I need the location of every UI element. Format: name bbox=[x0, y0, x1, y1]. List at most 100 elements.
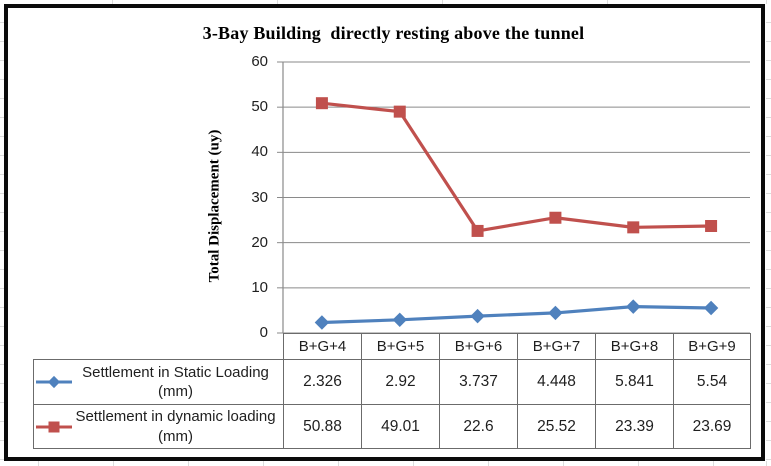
data-value-cell: 25.52 bbox=[517, 404, 596, 449]
diamond-legend-key-icon bbox=[36, 375, 72, 389]
cell-gridline bbox=[0, 193, 4, 194]
cell-gridline bbox=[188, 461, 189, 466]
cell-gridline bbox=[766, 174, 771, 175]
data-value-cell: 5.841 bbox=[595, 359, 674, 405]
cell-gridline bbox=[0, 98, 4, 99]
cell-gridline bbox=[0, 383, 4, 384]
series-name: Settlement in dynamic loading (mm) bbox=[75, 408, 276, 445]
cell-gridline bbox=[0, 174, 4, 175]
table-row: Settlement in dynamic loading (mm) 50.88 4… bbox=[33, 404, 751, 449]
diamond-marker-icon bbox=[470, 308, 485, 324]
cell-gridline bbox=[563, 461, 564, 466]
y-axis-title: Total Displacement (uy) bbox=[206, 129, 223, 283]
cell-gridline bbox=[0, 155, 4, 156]
cell-gridline bbox=[766, 212, 771, 213]
cell-gridline bbox=[766, 326, 771, 327]
cell-gridline bbox=[0, 402, 4, 403]
data-value-cell: 4.448 bbox=[517, 359, 596, 405]
cell-gridline bbox=[713, 461, 714, 466]
cell-gridline bbox=[38, 461, 39, 466]
diamond-marker-icon bbox=[703, 300, 719, 316]
cell-gridline bbox=[766, 250, 771, 251]
category-label: B+G+9 bbox=[673, 333, 751, 360]
category-label: B+G+8 bbox=[595, 333, 674, 360]
cell-gridline bbox=[766, 60, 771, 61]
y-axis-tick-label: 60 bbox=[251, 53, 268, 70]
diamond-marker-icon bbox=[392, 312, 407, 328]
cell-gridline bbox=[766, 155, 771, 156]
series-name: Settlement in Static Loading (mm) bbox=[82, 363, 269, 401]
diamond-marker-icon bbox=[314, 315, 330, 330]
chart-title: 3-Bay Building directly resting above th… bbox=[202, 23, 585, 43]
cell-gridline bbox=[338, 461, 339, 466]
cell-gridline bbox=[766, 307, 771, 308]
cell-gridline bbox=[0, 307, 4, 308]
cell-gridline bbox=[0, 421, 4, 422]
cell-gridline bbox=[0, 79, 4, 80]
diamond-marker-icon bbox=[548, 305, 563, 321]
cell-gridline bbox=[277, 0, 278, 4]
cell-gridline bbox=[766, 345, 771, 346]
cell-gridline bbox=[766, 269, 771, 270]
plot-area bbox=[277, 61, 750, 334]
data-value-cell: 2.326 bbox=[283, 359, 362, 405]
cell-gridline bbox=[0, 41, 4, 42]
cell-gridline bbox=[0, 60, 4, 61]
cell-gridline bbox=[766, 421, 771, 422]
cell-gridline bbox=[607, 0, 608, 4]
table-row: Settlement in Static Loading (mm) 2.326 2.… bbox=[33, 359, 751, 405]
cell-gridline bbox=[0, 269, 4, 270]
cell-gridline bbox=[0, 250, 4, 251]
legend-cell: Settlement in Static Loading (mm) bbox=[33, 359, 284, 405]
cell-gridline bbox=[766, 98, 771, 99]
cell-gridline bbox=[766, 117, 771, 118]
cell-gridline bbox=[0, 288, 4, 289]
cell-gridline bbox=[0, 345, 4, 346]
cell-gridline bbox=[488, 461, 489, 466]
y-axis-tick-label: 30 bbox=[251, 188, 268, 206]
cell-gridline bbox=[263, 461, 264, 466]
data-value-cell: 23.69 bbox=[673, 404, 751, 449]
cell-gridline bbox=[766, 22, 771, 23]
y-axis-tick-label: 50 bbox=[251, 98, 268, 116]
cell-gridline bbox=[0, 117, 4, 118]
diamond-marker-icon bbox=[626, 299, 641, 314]
cell-gridline bbox=[0, 364, 4, 365]
cell-gridline bbox=[0, 326, 4, 327]
data-value-cell: 2.92 bbox=[361, 359, 440, 405]
data-value-cell: 49.01 bbox=[361, 404, 440, 449]
square-marker-icon bbox=[315, 97, 328, 110]
data-value-cell: 5.54 bbox=[673, 359, 751, 405]
cell-gridline bbox=[766, 440, 771, 441]
cell-gridline bbox=[766, 193, 771, 194]
square-marker-icon bbox=[627, 221, 640, 234]
square-marker-icon bbox=[705, 220, 718, 233]
cell-gridline bbox=[0, 231, 4, 232]
square-legend-key-icon bbox=[36, 421, 72, 432]
cell-gridline bbox=[113, 461, 114, 466]
y-axis-tick-label: 10 bbox=[251, 278, 268, 296]
table-corner-blank bbox=[34, 334, 284, 360]
square-marker-icon bbox=[393, 105, 406, 118]
cell-gridline bbox=[0, 459, 4, 460]
cell-gridline bbox=[766, 231, 771, 232]
cell-gridline bbox=[0, 22, 4, 23]
cell-gridline bbox=[0, 212, 4, 213]
series-diamond bbox=[314, 299, 719, 330]
series-square bbox=[315, 97, 718, 237]
cell-gridline bbox=[766, 288, 771, 289]
y-axis-tick-label: 20 bbox=[251, 233, 268, 251]
cell-gridline bbox=[112, 0, 113, 4]
category-label: B+G+4 bbox=[283, 333, 362, 360]
data-value-cell: 50.88 bbox=[283, 404, 362, 449]
cell-gridline bbox=[442, 0, 443, 4]
square-marker-icon bbox=[471, 224, 484, 237]
cell-gridline bbox=[413, 461, 414, 466]
cell-gridline bbox=[766, 41, 771, 42]
cell-gridline bbox=[766, 0, 767, 4]
cell-gridline bbox=[638, 461, 639, 466]
category-label: B+G+7 bbox=[517, 333, 596, 360]
data-value-cell: 22.6 bbox=[439, 404, 518, 449]
square-marker-icon bbox=[549, 211, 562, 224]
